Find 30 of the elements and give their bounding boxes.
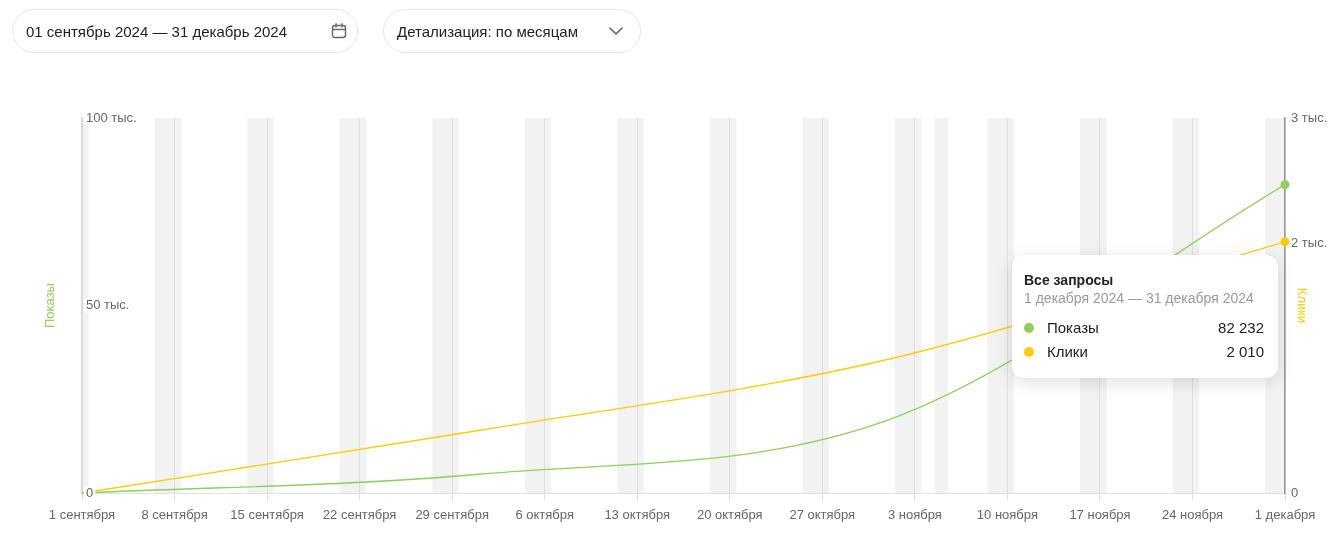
x-tick-label: 13 октября bbox=[604, 507, 671, 523]
dropdown-field: Детализация: по месяцам bbox=[383, 9, 641, 53]
y2-tick-label: 2 тыс. bbox=[1291, 234, 1328, 250]
y-tick-label: 50 тыс. bbox=[86, 297, 130, 313]
annotation: Все запросы bbox=[1024, 271, 1114, 289]
y-tick-label: 0 bbox=[86, 484, 94, 500]
x-tick-label: 1 декабря bbox=[1254, 507, 1316, 523]
x-tick-label: 8 сентября bbox=[141, 507, 208, 523]
x-tick-label: 15 сентября bbox=[230, 507, 304, 523]
y-axis-title: Показы bbox=[42, 283, 58, 328]
x-tick-label: 1 сентября bbox=[48, 507, 116, 523]
annotation: 82 232 bbox=[1218, 319, 1264, 337]
annotation: 2 010 bbox=[1226, 343, 1264, 361]
legend-label: Клики bbox=[1047, 343, 1088, 361]
x-tick-label: 29 сентября bbox=[415, 507, 489, 523]
x-tick-label: 6 октября bbox=[515, 507, 574, 523]
x-tick-label: 20 октября bbox=[696, 507, 763, 523]
y2-tick-label: 3 тыс. bbox=[1291, 109, 1328, 125]
x-tick-label: 17 ноября bbox=[1069, 507, 1131, 523]
y2-axis-title: Клики bbox=[1294, 287, 1310, 324]
x-tick-label: 3 ноября bbox=[887, 507, 942, 523]
x-tick-label: 22 сентября bbox=[322, 507, 397, 523]
y-tick-label: 100 тыс. bbox=[86, 109, 137, 125]
x-tick-label: 10 ноября bbox=[976, 507, 1038, 523]
legend-label: Показы bbox=[1047, 319, 1099, 337]
x-tick-label: 24 ноября bbox=[1161, 507, 1224, 523]
y2-tick-label: 0 bbox=[1291, 484, 1299, 500]
date-range-field: 01 сентябрь 2024 — 31 декабрь 2024 bbox=[12, 9, 358, 53]
x-tick-label: 27 октября bbox=[789, 507, 856, 523]
annotation: 1 декабря 2024 — 31 декабря 2024 bbox=[1024, 289, 1254, 307]
